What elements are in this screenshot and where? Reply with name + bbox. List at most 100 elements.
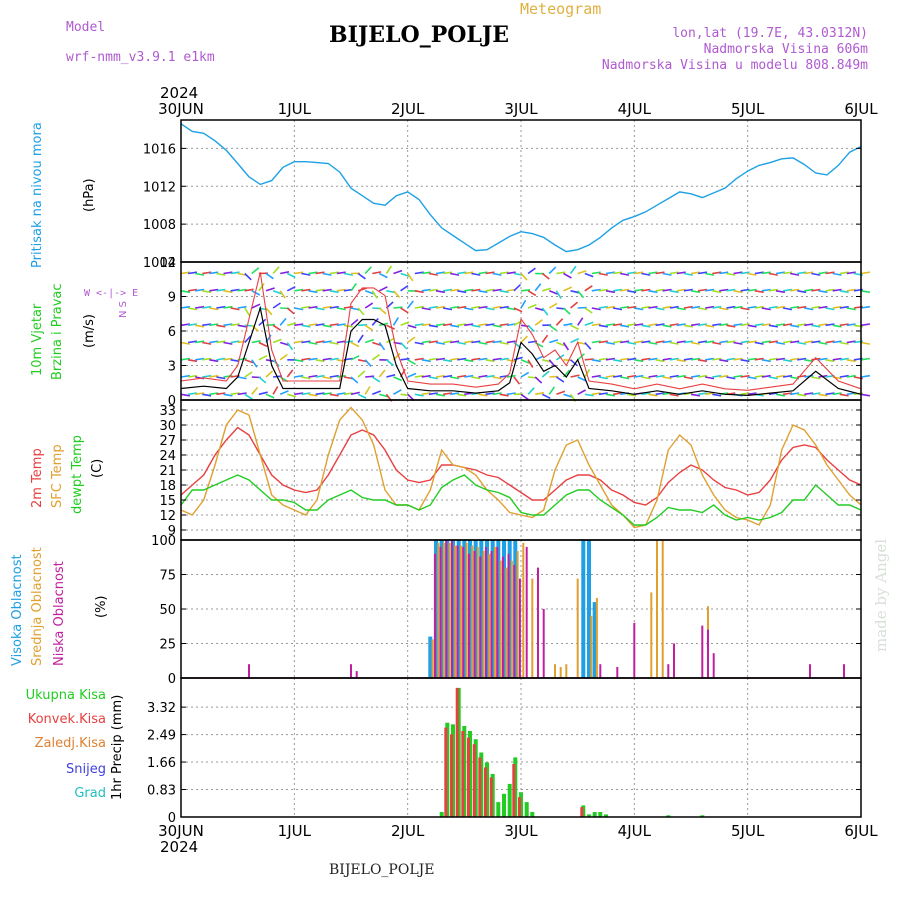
wind-arrow [202,305,212,309]
wind-arrow [315,340,325,344]
wind-arrow [393,376,403,382]
wind-arrow [797,290,807,294]
wind-arrow [839,305,849,309]
wind-arrow [492,340,502,344]
wind-arrow [641,376,651,380]
wind-arrow [450,357,460,361]
wind-arrow [492,392,502,396]
wind-arrow [839,290,849,294]
wind-arrow [187,392,198,396]
low_cloud-bar [355,671,358,678]
wind-arrow [435,374,446,378]
wind-arrow [428,272,438,276]
wind-arrow [797,323,807,327]
wind-arrow [839,323,849,327]
wind-arrow [605,341,616,345]
wind-arrow [712,393,722,397]
wind-arrow [634,288,644,292]
pressure-ytick: 1004 [143,256,176,271]
wind-arrow [570,374,580,378]
wind-arrow [747,376,757,380]
temperature-sfc-line [180,406,862,529]
wind-arrow [230,359,240,363]
wind-arrow [513,356,523,361]
wind-arrow [286,285,296,292]
wind-arrow [811,392,821,396]
wind-arrow [329,393,339,397]
wind-arrow [372,390,381,396]
wind-arrow [612,323,623,327]
wind-arrow [499,271,509,275]
low_cloud-bar [701,625,704,678]
wind-arrow [705,305,715,309]
wind-arrow [400,341,408,350]
wind-arrow [860,271,871,275]
low_cloud-bar [707,629,709,678]
high_cloud-bar [451,540,455,678]
low_cloud-bar [433,553,436,678]
wind-arrow [435,305,446,309]
wind-arrow [499,357,509,361]
wind-arrow [230,323,240,327]
wind-arrow [392,317,399,326]
wind-arrow [322,324,332,328]
wind-arrow [272,302,281,309]
wind-arrow [584,341,592,350]
wind-arrow [768,305,778,309]
mid_cloud-bar [499,560,502,678]
wind-arrow [612,374,623,378]
high_cloud-bar [513,540,518,678]
wind-arrow [195,324,205,328]
wind-arrow [180,271,191,275]
low_cloud-bar [456,545,459,678]
date-label-top: 1JUL [278,100,312,118]
wind-arrow [556,390,566,396]
wind-arrow [790,305,800,309]
wind-arrow [442,340,453,344]
wind-arrow [697,340,708,344]
wind-arrow [598,376,608,380]
wind-arrow [336,323,346,327]
wind-arrow [378,369,386,378]
wind-arrow [209,271,219,275]
wind-arrow [676,307,686,311]
mid_cloud-bar [595,598,598,678]
wind-arrow [612,288,623,292]
wind-arrow [832,340,842,344]
wind-arrow [648,305,658,309]
wind-arrow [385,265,393,274]
high_cloud-bar [468,540,472,678]
wind-arrow [634,307,644,311]
wind-arrow [329,271,339,275]
low_cloud-bar [439,546,442,678]
mid_cloud-bar [516,551,519,678]
wind-arrow [648,374,658,378]
wind-arrow [287,322,297,327]
pressure-ytick: 1012 [143,180,176,195]
mid_cloud-bar [482,551,485,678]
wind-arrow [294,340,304,344]
wind-arrow [450,288,460,292]
wind-arrow [315,288,325,292]
wind-arrow [350,341,360,348]
wind-arrow [669,271,679,275]
wind-arrow [244,307,251,317]
wind-arrow [775,374,786,378]
wind-arrow [754,341,764,345]
wind-arrow [180,290,191,294]
wind-arrow [782,271,793,275]
wind-arrow [279,390,289,396]
wind-arrow [251,303,261,309]
wind-arrow [782,288,793,292]
wind-arrow [492,357,502,361]
low_cloud-bar [467,553,470,678]
wind-arrow [308,357,318,361]
total_precip-bar [592,812,597,817]
wind-arrow [719,271,729,275]
wind-arrow [371,317,379,326]
wind-arrow [414,290,424,294]
wind-arrow [301,340,311,344]
precip-ytick: 2.49 [147,729,176,744]
mid_cloud-bar [559,667,562,678]
wind-arrow [442,307,453,311]
